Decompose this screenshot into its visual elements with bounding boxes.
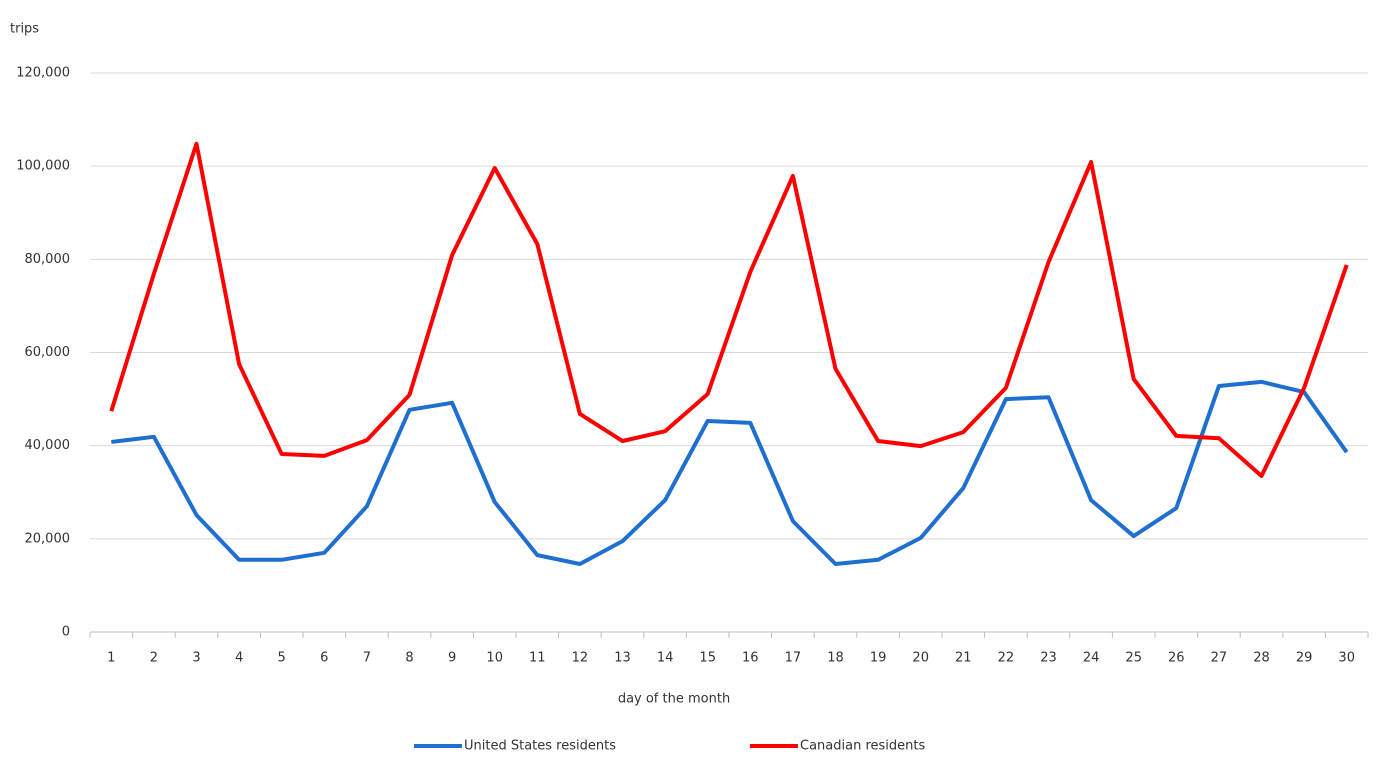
x-tick-label: 12 [572,651,589,666]
x-tick-label: 5 [278,651,286,666]
x-tick-label: 4 [235,651,243,666]
x-tick-label: 26 [1168,651,1185,666]
x-tick-label: 22 [998,651,1015,666]
legend-label: Canadian residents [800,739,925,754]
x-tick-label: 28 [1253,651,1270,666]
x-tick-label: 1 [107,651,115,666]
x-tick-label: 9 [448,651,456,666]
x-tick-label: 23 [1040,651,1057,666]
series-line [111,379,1349,566]
x-tick-label: 16 [742,651,759,666]
y-tick-label: 100,000 [16,159,70,174]
x-tick-label: 29 [1296,651,1313,666]
x-axis-label: day of the month [618,692,730,707]
x-tick-label: 18 [827,651,844,666]
x-tick-label: 15 [699,651,716,666]
x-tick-label: 2 [150,651,158,666]
legend-label: United States residents [464,739,616,754]
x-tick-label: 14 [657,651,674,666]
x-tick-label: 3 [192,651,200,666]
x-tick-label: 13 [614,651,631,666]
x-tick-label: 7 [363,651,371,666]
x-tick-label: 20 [912,651,929,666]
y-tick-label: 60,000 [25,345,71,360]
x-tick-label: 19 [870,651,887,666]
x-tick-label: 17 [785,651,802,666]
x-tick-label: 21 [955,651,972,666]
y-axis-label: trips [10,22,39,37]
y-tick-label: 80,000 [25,252,71,267]
x-tick-label: 25 [1125,651,1142,666]
y-tick-label: 120,000 [16,66,70,81]
x-tick-label: 11 [529,651,546,666]
x-tick-label: 8 [405,651,413,666]
x-tick-label: 30 [1338,651,1355,666]
y-tick-label: 40,000 [25,438,71,453]
x-tick-label: 24 [1083,651,1100,666]
y-tick-label: 20,000 [25,531,71,546]
x-tick-label: 27 [1211,651,1228,666]
series-line [109,141,1349,478]
x-tick-label: 6 [320,651,328,666]
y-tick-label: 0 [62,625,70,640]
x-tick-label: 10 [486,651,503,666]
